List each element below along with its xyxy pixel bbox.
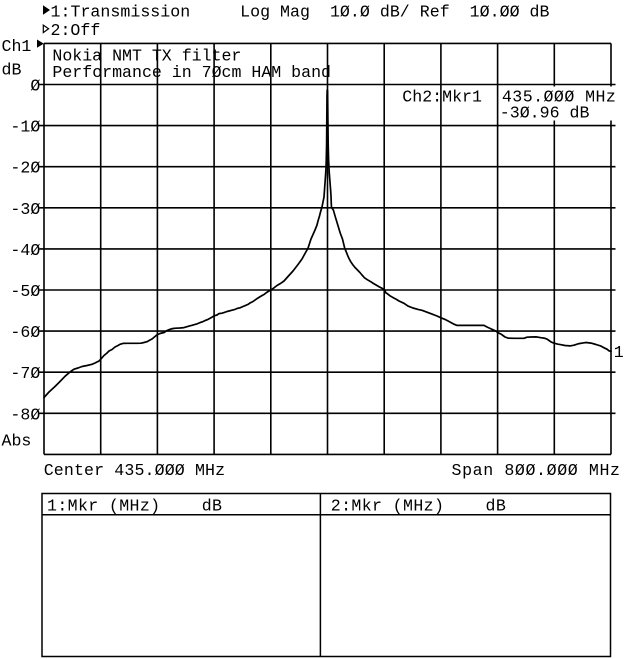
svg-text:-2Ø: -2Ø [10,159,40,178]
svg-text:-3Ø.96 dB: -3Ø.96 dB [500,104,590,123]
svg-text:Span 8ØØ.ØØØ MHz: Span 8ØØ.ØØØ MHz [452,461,621,480]
svg-text:-6Ø: -6Ø [10,323,40,342]
svg-text:2:Mkr (MHz) dB: 2:Mkr (MHz) dB [331,496,506,515]
svg-text:Ch2:Mkr1: Ch2:Mkr1 [402,87,482,106]
svg-text:-1Ø: -1Ø [10,118,40,137]
svg-text:dB: dB [2,61,22,80]
svg-text:-3Ø: -3Ø [10,200,40,219]
svg-text:-8Ø: -8Ø [10,405,40,424]
svg-text:435.ØØØ MHz: 435.ØØØ MHz [502,87,616,106]
svg-text:Nokia NMT TX filter: Nokia NMT TX filter [52,46,241,65]
svg-text:1:Mkr (MHz) dB: 1:Mkr (MHz) dB [47,496,222,515]
svg-text:2:Off: 2:Off [51,21,101,40]
svg-text:Ch1: Ch1 [2,37,32,56]
svg-text:1:Transmission Log Mag 1Ø: 1:Transmission Log Mag 1Ø.Ø dB/ Ref 1Ø.Ø… [51,3,550,22]
svg-text:-4Ø: -4Ø [10,241,40,260]
svg-text:Center 435.ØØØ MHz: Center 435.ØØØ MHz [44,461,225,480]
svg-text:Abs: Abs [2,431,32,450]
svg-text:-5Ø: -5Ø [10,282,40,301]
svg-text:Ø: Ø [30,77,40,96]
svg-text:Performance in 7Øcm HAM band: Performance in 7Øcm HAM band [52,63,331,82]
svg-text:1: 1 [614,343,624,362]
svg-text:-7Ø: -7Ø [10,364,40,383]
